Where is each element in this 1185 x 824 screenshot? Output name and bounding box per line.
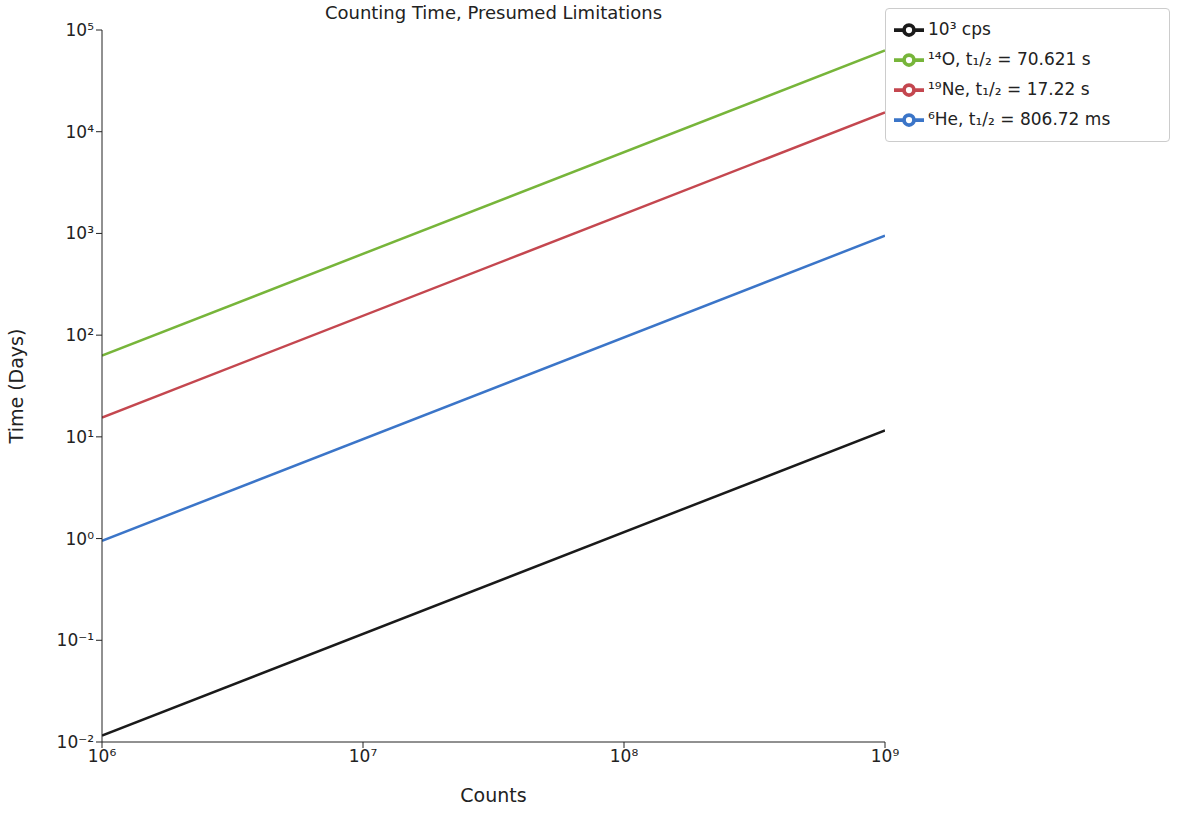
svg-text:10⁻¹: 10⁻¹	[57, 630, 94, 650]
svg-text:10⁷: 10⁷	[349, 746, 378, 766]
svg-text:10¹: 10¹	[66, 427, 94, 447]
svg-text:Time (Days): Time (Days)	[5, 329, 27, 445]
svg-text:10⁴: 10⁴	[66, 122, 95, 142]
svg-text:10⁰: 10⁰	[66, 529, 95, 549]
svg-text:10³: 10³	[66, 223, 94, 243]
svg-text:10⁸: 10⁸	[610, 746, 639, 766]
svg-text:10⁵: 10⁵	[66, 20, 94, 40]
html-text:Counting Time, Presumed Limita: Counting Time, Presumed Limitations	[324, 2, 663, 23]
svg-text:10⁻²: 10⁻²	[57, 732, 94, 752]
svg-text:10⁹: 10⁹	[871, 746, 900, 766]
html-text:¹⁴O, t₁/₂ = 70.621 s: ¹⁴O, t₁/₂ = 70.621 s	[928, 49, 1091, 69]
html-text:¹⁹Ne, t₁/₂ = 17.22 s: ¹⁹Ne, t₁/₂ = 17.22 s	[928, 79, 1090, 99]
svg-text:10⁶: 10⁶	[87, 746, 117, 767]
svg-text:Counts: Counts	[460, 784, 526, 806]
html-text:10³ cps: 10³ cps	[928, 19, 991, 39]
html-text:⁶He, t₁/₂ = 806.72 ms: ⁶He, t₁/₂ = 806.72 ms	[928, 109, 1111, 129]
svg-text:10²: 10²	[66, 325, 94, 345]
